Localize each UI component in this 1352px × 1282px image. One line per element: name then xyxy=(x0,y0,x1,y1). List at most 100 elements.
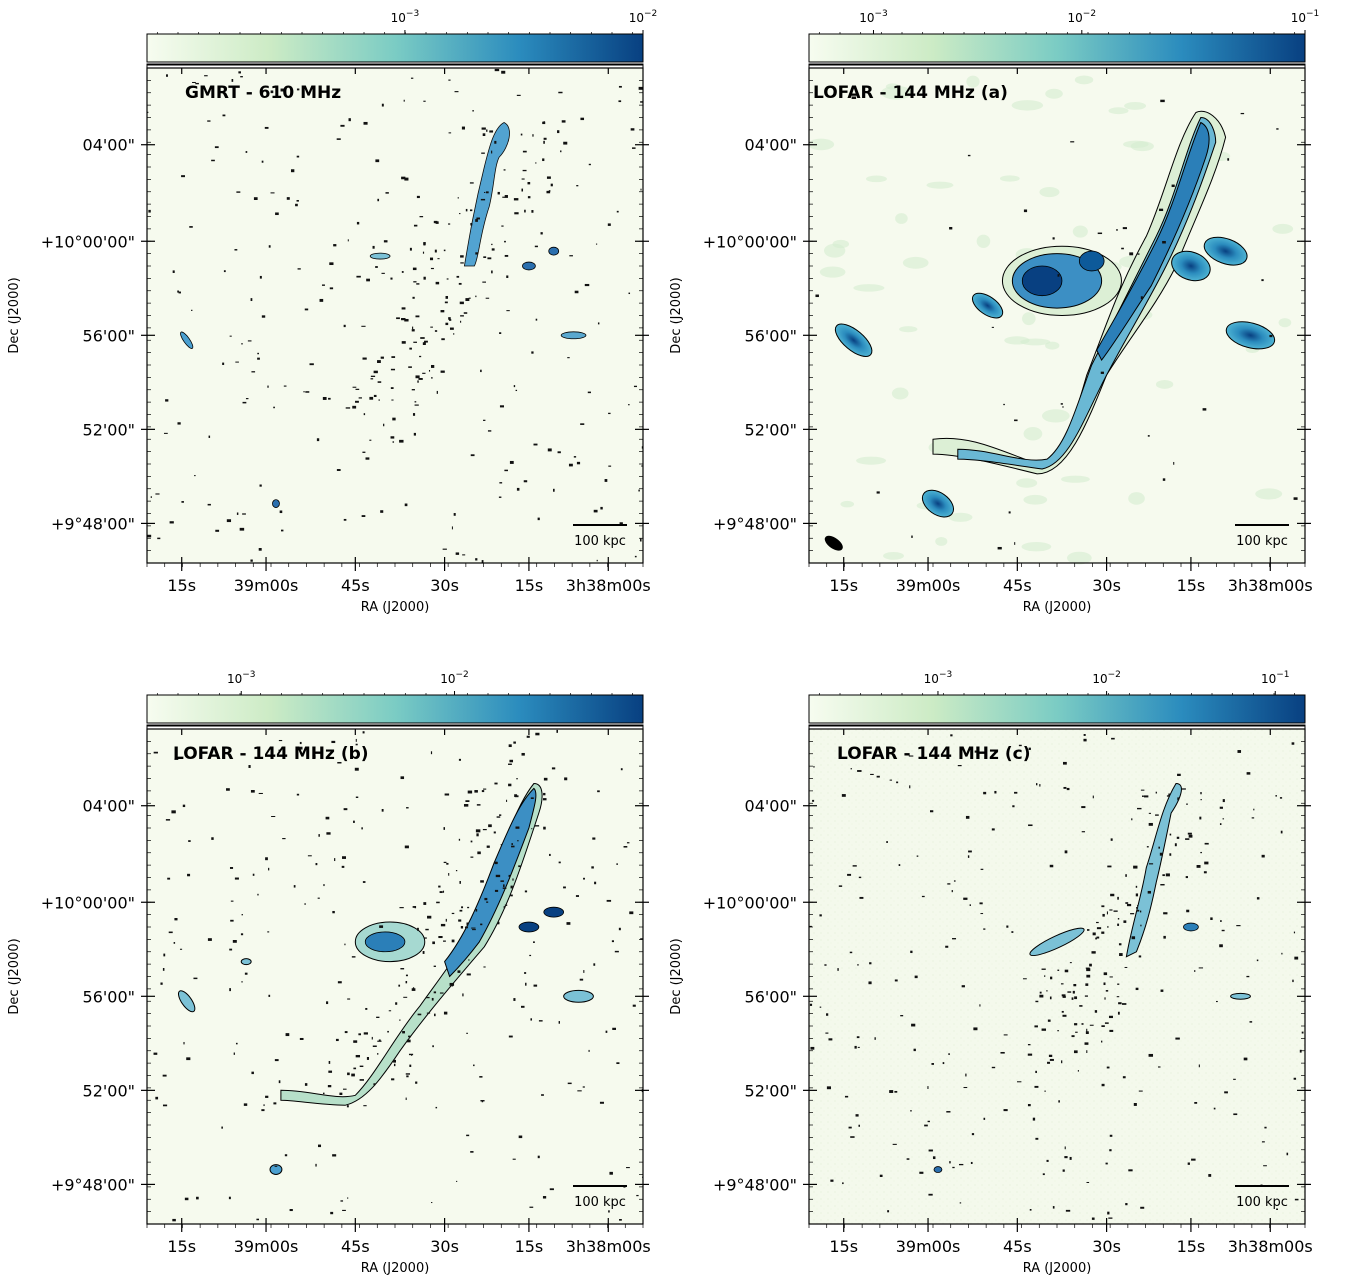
noise-speck xyxy=(1097,232,1103,235)
compact-source xyxy=(518,921,540,933)
noise-speck xyxy=(504,240,506,243)
noise-speck xyxy=(951,890,953,893)
noise-speck xyxy=(355,400,359,403)
noise-speck xyxy=(889,1090,894,1093)
noise-speck xyxy=(409,247,412,251)
noise-speck xyxy=(371,1036,373,1040)
noise-speck xyxy=(295,203,298,207)
noise-speck xyxy=(1016,1081,1022,1083)
noise-speck xyxy=(344,1031,348,1034)
noise-speck xyxy=(434,330,438,332)
noise-speck xyxy=(155,1096,159,1100)
noise-speck xyxy=(546,176,551,179)
noise-speck xyxy=(399,1019,401,1021)
noise-speck xyxy=(994,790,997,794)
noise-speck xyxy=(236,191,241,193)
noise-speck xyxy=(1175,1037,1180,1040)
emission-contour xyxy=(463,122,510,267)
ra-tick-label: 39m00s xyxy=(234,1237,299,1256)
noise-speck xyxy=(607,223,611,226)
noise-speck xyxy=(947,883,951,885)
noise-speck xyxy=(375,159,380,163)
noise-speck xyxy=(401,307,406,310)
noise-speck xyxy=(369,439,372,441)
noise-speck xyxy=(404,318,409,322)
noise-speck xyxy=(326,1001,329,1005)
noise-speck xyxy=(1253,808,1255,811)
noise-speck xyxy=(514,212,519,215)
noise-speck xyxy=(1022,978,1027,980)
noise-speck xyxy=(1293,931,1296,934)
scalebar-label: 100 kpc xyxy=(1236,534,1288,549)
noise-speck xyxy=(1117,896,1119,900)
noise-speck xyxy=(1224,1091,1228,1094)
noise-speck xyxy=(443,1011,448,1015)
noise-speck xyxy=(430,267,434,270)
background-noise xyxy=(1021,542,1052,552)
noise-speck xyxy=(362,731,365,734)
noise-speck xyxy=(1072,990,1075,994)
noise-speck xyxy=(372,1045,377,1047)
y-axis-title: Dec (J2000) xyxy=(7,277,22,353)
noise-speck xyxy=(640,938,643,940)
noise-speck xyxy=(358,1033,362,1036)
background-noise xyxy=(1039,187,1060,198)
noise-speck xyxy=(1069,1156,1072,1160)
colorbar-tick-label: 10−2 xyxy=(440,670,469,686)
noise-speck xyxy=(1117,983,1120,985)
noise-speck xyxy=(1124,966,1128,968)
noise-speck xyxy=(1199,816,1202,820)
noise-speck xyxy=(380,510,384,513)
radio-emission xyxy=(809,734,1304,1220)
noise-speck xyxy=(1191,1158,1196,1161)
noise-speck xyxy=(333,244,337,247)
noise-speck xyxy=(550,183,553,187)
noise-speck xyxy=(512,1158,516,1160)
noise-speck xyxy=(1070,141,1075,143)
noise-speck xyxy=(1101,905,1105,908)
noise-speck xyxy=(242,401,247,404)
noise-speck xyxy=(1174,843,1177,847)
noise-speck xyxy=(580,117,585,121)
noise-speck xyxy=(443,249,446,252)
noise-speck xyxy=(401,176,406,180)
noise-speck xyxy=(991,828,995,831)
noise-speck xyxy=(475,829,481,833)
noise-speck xyxy=(1074,1023,1078,1026)
noise-speck xyxy=(355,388,360,390)
noise-speck xyxy=(470,840,473,843)
background-noise xyxy=(895,213,908,224)
noise-speck xyxy=(186,1057,191,1061)
noise-speck xyxy=(1067,991,1072,993)
noise-speck xyxy=(481,790,485,793)
noise-speck xyxy=(352,405,357,409)
noise-speck xyxy=(485,297,490,299)
noise-speck xyxy=(1261,279,1264,282)
dec-tick-label: 56'00" xyxy=(83,987,135,1006)
scalebar-label: 100 kpc xyxy=(574,534,626,549)
x-axis-title: RA (J2000) xyxy=(361,600,430,615)
noise-speck xyxy=(503,884,505,887)
noise-speck xyxy=(482,281,487,283)
scalebar-label: 100 kpc xyxy=(1236,1195,1288,1210)
noise-speck xyxy=(623,846,628,848)
noise-speck xyxy=(465,800,470,802)
noise-speck xyxy=(462,993,464,997)
noise-speck xyxy=(480,923,483,926)
noise-speck xyxy=(336,469,341,471)
noise-speck xyxy=(434,249,437,253)
noise-speck xyxy=(423,902,427,905)
noise-speck xyxy=(258,548,262,551)
noise-speck xyxy=(369,396,374,400)
noise-speck xyxy=(1012,805,1015,808)
noise-speck xyxy=(900,1015,904,1017)
noise-speck xyxy=(264,126,269,129)
noise-speck xyxy=(1291,742,1295,745)
noise-speck xyxy=(245,151,248,153)
noise-speck xyxy=(932,1156,936,1160)
noise-speck xyxy=(448,79,451,81)
noise-speck xyxy=(524,209,526,213)
noise-speck xyxy=(486,129,488,132)
noise-speck xyxy=(914,975,918,979)
noise-speck xyxy=(235,1042,238,1045)
